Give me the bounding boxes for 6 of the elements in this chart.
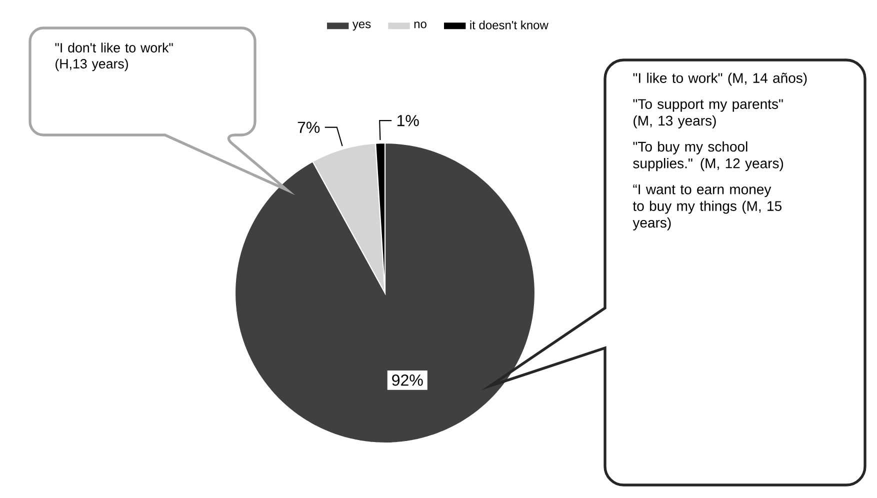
data-label: 92% — [392, 374, 423, 386]
legend-label: yes — [352, 22, 371, 31]
data-label: 7% — [298, 122, 320, 133]
data-label: 1% — [398, 114, 419, 126]
legend-label: it doesn't know — [470, 20, 548, 30]
legend-label: no — [414, 22, 426, 28]
